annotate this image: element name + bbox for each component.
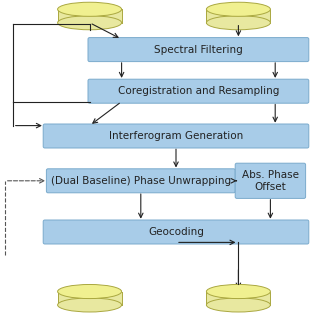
- Ellipse shape: [206, 16, 270, 30]
- Ellipse shape: [206, 284, 270, 299]
- Ellipse shape: [58, 298, 122, 312]
- FancyBboxPatch shape: [43, 220, 309, 244]
- Ellipse shape: [58, 16, 122, 30]
- FancyBboxPatch shape: [46, 169, 235, 193]
- Text: Abs. Phase
Offset: Abs. Phase Offset: [242, 170, 299, 192]
- Text: Interferogram Generation: Interferogram Generation: [109, 131, 243, 141]
- Ellipse shape: [206, 298, 270, 312]
- Text: Coregistration and Resampling: Coregistration and Resampling: [118, 86, 279, 96]
- Ellipse shape: [58, 284, 122, 299]
- FancyBboxPatch shape: [43, 124, 309, 148]
- Ellipse shape: [206, 2, 270, 16]
- Ellipse shape: [58, 2, 122, 16]
- Bar: [206, 292, 270, 305]
- Text: Geocoding: Geocoding: [148, 227, 204, 237]
- Bar: [206, 9, 270, 23]
- Bar: [58, 292, 122, 305]
- FancyBboxPatch shape: [88, 79, 309, 103]
- FancyBboxPatch shape: [235, 163, 306, 198]
- Text: (Dual Baseline) Phase Unwrapping: (Dual Baseline) Phase Unwrapping: [51, 176, 231, 186]
- Text: Spectral Filtering: Spectral Filtering: [154, 44, 243, 55]
- Bar: [58, 9, 122, 23]
- FancyBboxPatch shape: [88, 38, 309, 61]
